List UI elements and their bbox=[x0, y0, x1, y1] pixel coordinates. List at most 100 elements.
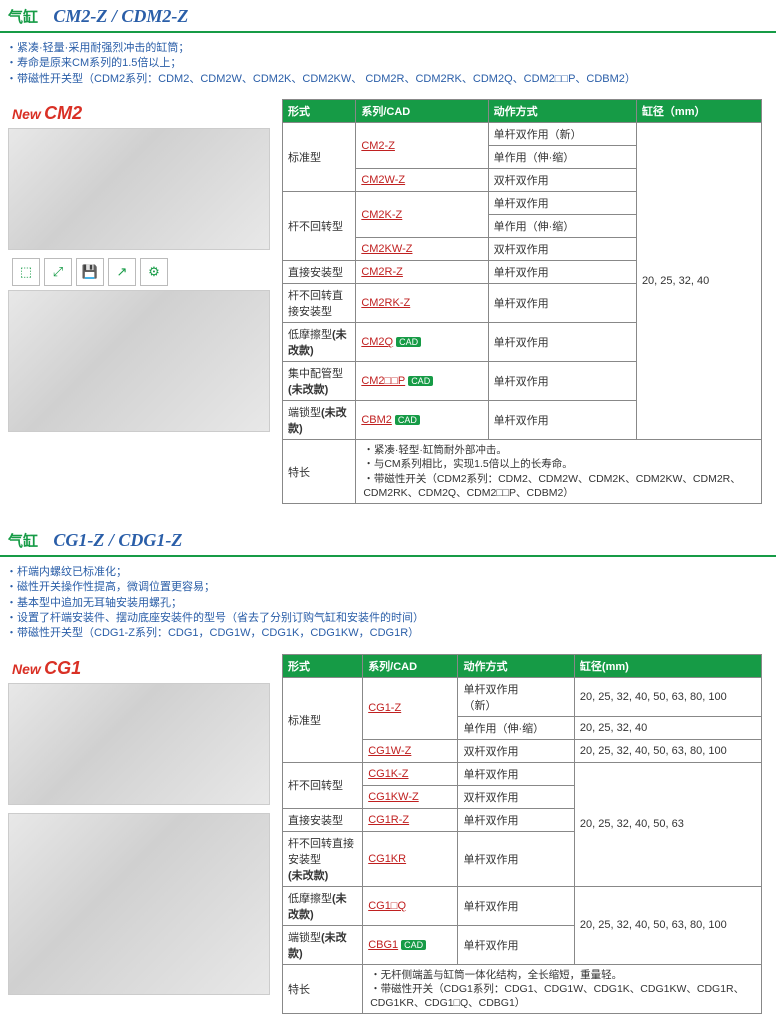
series-link[interactable]: CG1KR bbox=[368, 853, 406, 865]
bullet: ・紧凑·轻量·采用耐强烈冲击的缸筒； bbox=[6, 41, 776, 56]
bullet: ・带磁性开关型（CDG1-Z系列：CDG1，CDG1W，CDG1K，CDG1KW… bbox=[6, 626, 776, 641]
series-link[interactable]: CBG1 bbox=[368, 939, 398, 951]
series-link[interactable]: CM2-Z bbox=[361, 140, 395, 152]
series-link[interactable]: CG1R-Z bbox=[368, 814, 409, 826]
new-label: New bbox=[12, 106, 41, 122]
cell-bore: 20, 25, 32, 40 bbox=[636, 123, 761, 440]
cell-form: 杆不回转型 bbox=[283, 192, 356, 261]
cell-form: 低摩擦型(未改款) bbox=[283, 323, 356, 362]
section1-image-column: New CM2 ⬚ ⤢ 💾 ↗ ⚙ bbox=[4, 99, 274, 440]
table-feature-row: 特长 ・紧凑·轻型·缸筒耐外部冲击。 ・与CM系列相比，实现1.5倍以上的长寿命… bbox=[283, 440, 762, 504]
cell-form: 标准型 bbox=[283, 123, 356, 192]
sku-label: CG1 bbox=[44, 658, 81, 678]
cell-bore: 20, 25, 32, 40, 50, 63 bbox=[574, 762, 761, 886]
cell-series: CM2KW-Z bbox=[356, 238, 488, 261]
section2-table: 形式 系列/CAD 动作方式 缸径(mm) 标准型 CG1-Z 单杆双作用（新）… bbox=[282, 654, 762, 1015]
col-mode: 动作方式 bbox=[458, 654, 574, 677]
section1-label: 气缸 bbox=[8, 9, 38, 26]
cell-mode: 单杆双作用 bbox=[458, 762, 574, 785]
feature-label: 特长 bbox=[283, 964, 363, 1014]
series-link[interactable]: CG1-Z bbox=[368, 702, 401, 714]
table-header-row: 形式 系列/CAD 动作方式 缸径(mm) bbox=[283, 654, 762, 677]
cell-mode: 单作用（伸·缩） bbox=[458, 716, 574, 739]
cell-series: CG1KR bbox=[363, 831, 458, 886]
cell-form: 直接安装型 bbox=[283, 808, 363, 831]
bullet: ・磁性开关操作性提高，微调位置更容易； bbox=[6, 580, 776, 595]
section2-content: New CG1 形式 系列/CAD 动作方式 缸径(mm) 标准型 CG1-Z … bbox=[0, 650, 776, 1034]
cad-badge[interactable]: CAD bbox=[396, 337, 421, 347]
tool-btn-1[interactable]: ⬚ bbox=[12, 258, 40, 286]
cell-mode: 单作用（伸·缩） bbox=[488, 215, 636, 238]
feature-item: ・与CM系列相比，实现1.5倍以上的长寿命。 bbox=[363, 457, 756, 471]
series-link[interactable]: CM2□□P bbox=[361, 375, 405, 387]
cell-form: 集中配管型(未改款) bbox=[283, 362, 356, 401]
feature-item: ・带磁性开关（CDM2系列：CDM2、CDM2W、CDM2K、CDM2KW、CD… bbox=[363, 472, 756, 500]
cell-series: CG1K-Z bbox=[363, 762, 458, 785]
cell-series: CM2-Z bbox=[356, 123, 488, 169]
cell-form: 直接安装型 bbox=[283, 261, 356, 284]
cell-form: 低摩擦型(未改款) bbox=[283, 886, 363, 925]
table-feature-row: 特长 ・无杆侧端盖与缸筒一体化结构，全长缩短，重量轻。 ・带磁性开关（CDG1系… bbox=[283, 964, 762, 1014]
cell-series: CG1-Z bbox=[363, 677, 458, 739]
col-series: 系列/CAD bbox=[363, 654, 458, 677]
table-header-row: 形式 系列/CAD 动作方式 缸径（mm） bbox=[283, 100, 762, 123]
cell-series: CG1□Q bbox=[363, 886, 458, 925]
series-link[interactable]: CG1□Q bbox=[368, 900, 406, 912]
section1-content: New CM2 ⬚ ⤢ 💾 ↗ ⚙ 形式 系列/CAD 动作方式 缸径（mm） … bbox=[0, 95, 776, 524]
cell-mode: 单杆双作用 bbox=[488, 401, 636, 440]
tool-btn-3[interactable]: 💾 bbox=[76, 258, 104, 286]
cell-form: 杆不回转型 bbox=[283, 762, 363, 808]
feature-label: 特长 bbox=[283, 440, 356, 504]
col-bore: 缸径（mm） bbox=[636, 100, 761, 123]
bullet: ・设置了杆端安装件、摆动底座安装件的型号（省去了分别订购气缸和安装件的时间） bbox=[6, 611, 776, 626]
section1-title: 气缸 CM2-Z / CDM2-Z bbox=[0, 0, 776, 33]
cell-mode: 单作用（伸·缩） bbox=[488, 146, 636, 169]
cad-badge[interactable]: CAD bbox=[408, 376, 433, 386]
cell-form: 端锁型(未改款) bbox=[283, 925, 363, 964]
series-link[interactable]: CG1W-Z bbox=[368, 745, 411, 757]
cell-mode: 单杆双作用（新） bbox=[458, 677, 574, 716]
new-label: New bbox=[12, 661, 41, 677]
cad-badge[interactable]: CAD bbox=[401, 940, 426, 950]
series-link[interactable]: CM2RK-Z bbox=[361, 297, 410, 309]
cell-mode: 单杆双作用 bbox=[488, 284, 636, 323]
series-link[interactable]: CM2KW-Z bbox=[361, 243, 412, 255]
section2-bullets: ・杆端内螺纹已标准化； ・磁性开关操作性提高，微调位置更容易； ・基本型中追加无… bbox=[6, 565, 776, 642]
section1-model: CM2-Z / CDM2-Z bbox=[53, 6, 188, 26]
bullet: ・寿命是原来CM系列的1.5倍以上； bbox=[6, 56, 776, 71]
feature-item: ・紧凑·轻型·缸筒耐外部冲击。 bbox=[363, 443, 756, 457]
cell-mode: 单杆双作用 bbox=[488, 261, 636, 284]
table-row: 标准型 CM2-Z 单杆双作用（新） 20, 25, 32, 40 bbox=[283, 123, 762, 146]
cell-series: CM2R-Z bbox=[356, 261, 488, 284]
series-link[interactable]: CBM2 bbox=[361, 414, 392, 426]
cell-series: CM2RK-Z bbox=[356, 284, 488, 323]
series-link[interactable]: CM2K-Z bbox=[361, 209, 402, 221]
cell-mode: 单杆双作用 bbox=[488, 192, 636, 215]
tool-btn-2[interactable]: ⤢ bbox=[44, 258, 72, 286]
cell-mode: 单杆双作用 bbox=[458, 886, 574, 925]
bullet: ・基本型中追加无耳轴安装用螺孔； bbox=[6, 596, 776, 611]
cell-bore: 20, 25, 32, 40, 50, 63, 80, 100 bbox=[574, 739, 761, 762]
col-bore: 缸径(mm) bbox=[574, 654, 761, 677]
tool-btn-5[interactable]: ⚙ bbox=[140, 258, 168, 286]
col-series: 系列/CAD bbox=[356, 100, 488, 123]
product-image bbox=[8, 683, 270, 805]
series-link[interactable]: CM2W-Z bbox=[361, 174, 405, 186]
table-row: 杆不回转型 CG1K-Z 单杆双作用 20, 25, 32, 40, 50, 6… bbox=[283, 762, 762, 785]
series-link[interactable]: CG1K-Z bbox=[368, 768, 408, 780]
tool-btn-4[interactable]: ↗ bbox=[108, 258, 136, 286]
cell-bore: 20, 25, 32, 40, 50, 63, 80, 100 bbox=[574, 677, 761, 716]
product-image bbox=[8, 813, 270, 995]
product-badge: New CG1 bbox=[12, 658, 274, 679]
cell-mode: 单杆双作用（新） bbox=[488, 123, 636, 146]
series-link[interactable]: CG1KW-Z bbox=[368, 791, 419, 803]
feature-cell: ・紧凑·轻型·缸筒耐外部冲击。 ・与CM系列相比，实现1.5倍以上的长寿命。 ・… bbox=[356, 440, 762, 504]
section1-table: 形式 系列/CAD 动作方式 缸径（mm） 标准型 CM2-Z 单杆双作用（新）… bbox=[282, 99, 762, 504]
series-link[interactable]: CM2R-Z bbox=[361, 266, 403, 278]
cell-mode: 单杆双作用 bbox=[488, 323, 636, 362]
cell-bore: 20, 25, 32, 40 bbox=[574, 716, 761, 739]
cell-form: 标准型 bbox=[283, 677, 363, 762]
cad-badge[interactable]: CAD bbox=[395, 415, 420, 425]
series-link[interactable]: CM2Q bbox=[361, 336, 393, 348]
section1-bullets: ・紧凑·轻量·采用耐强烈冲击的缸筒； ・寿命是原来CM系列的1.5倍以上； ・带… bbox=[6, 41, 776, 87]
